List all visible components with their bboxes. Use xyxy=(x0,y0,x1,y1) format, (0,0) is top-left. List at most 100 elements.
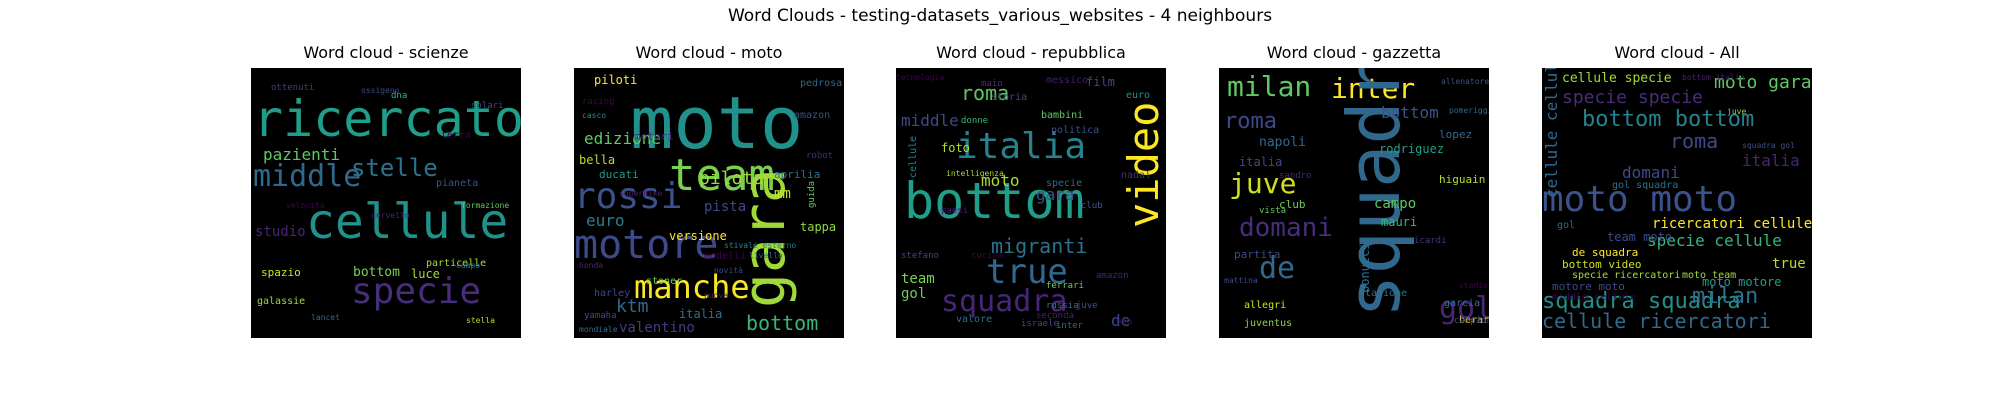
wordcloud-word-valentino: valentino xyxy=(619,320,695,336)
wordcloud-word-stivale-esterno: stivale esterno xyxy=(724,241,796,250)
wordcloud-word-mattina: mattina xyxy=(1224,276,1258,285)
wordcloud-word-euro: euro xyxy=(1126,90,1150,101)
wordcloud-word-gol: gol xyxy=(1439,291,1489,326)
wordcloud-word-solari: solari xyxy=(471,101,504,111)
wordcloud-word-gol-squadra: gol squadra xyxy=(1612,180,1678,191)
wordcloud-word-specie: specie xyxy=(351,271,481,312)
wordcloud-word-partita: partita xyxy=(1234,248,1280,261)
wordcloud-word-pilota: pilota xyxy=(699,168,764,189)
wordcloud-word-garcia: garcia xyxy=(1444,298,1480,309)
wordcloud-word-de: de xyxy=(1259,251,1295,286)
wordcloud-title-moto: Word cloud - moto xyxy=(635,43,783,62)
wordcloud-word-tappa: tappa xyxy=(800,220,836,234)
wordcloud-word-milan: milan xyxy=(1692,284,1758,309)
wordcloud-word-cucina: cucina xyxy=(971,251,1004,261)
wordcloud-word-squadra: squadra xyxy=(941,284,1067,319)
wordcloud-title-repubblica: Word cloud - repubblica xyxy=(936,43,1126,62)
wordcloud-word-bottom-italia: bottom italia xyxy=(1682,73,1745,82)
wordcloud-word-aprilia: aprilia xyxy=(774,168,820,181)
wordcloud-word-de: de xyxy=(1111,311,1130,330)
wordcloud-word-inter: inter xyxy=(1056,321,1084,331)
wordcloud-word-motore-moto: motore moto xyxy=(1552,280,1625,293)
wordcloud-word-velocit: velocità xyxy=(286,201,325,210)
wordcloud-panel-repubblica: bottom italia video true squadra roma migranti… xyxy=(896,68,1166,338)
wordcloud-word-moto-moto: moto moto xyxy=(1542,179,1737,220)
wordcloud-word-storia: storia xyxy=(991,92,1027,103)
wordcloud-word-harley: harley xyxy=(594,288,630,299)
wordcloud-word-moto: moto xyxy=(630,81,803,165)
wordcloud-word-video: video xyxy=(1119,102,1166,228)
wordcloud-word-juve: juve xyxy=(1076,301,1098,311)
wordcloud-word-allenatore: allenatore xyxy=(1441,77,1489,86)
wordcloud-word-modelli: modelli xyxy=(704,251,746,262)
wordcloud-word-middle: middle xyxy=(901,111,959,130)
wordcloud-word-bonucci: bonucci xyxy=(1358,242,1372,293)
wordcloud-word-gol: gol xyxy=(1557,220,1575,231)
wordcloud-word-terra: terra xyxy=(441,130,471,141)
wordcloud-word-squadra-squadra: squadra squadra xyxy=(1542,289,1741,314)
wordcloud-word-specie-specie: specie specie xyxy=(1562,87,1703,108)
wordcloud-word-cellule: cellule xyxy=(306,194,508,250)
wordcloud-word-guida: guida xyxy=(807,181,817,208)
wordcloud-word-valore: valore xyxy=(956,314,992,325)
wordcloud-word-middle: middle xyxy=(253,159,361,194)
wordcloud-word-roma: roma xyxy=(1224,109,1277,134)
wordcloud-word-nadal: nadal xyxy=(1121,170,1151,181)
wordcloud-word-amazon: amazon xyxy=(794,110,830,121)
wordcloud-word-stoner: stoner xyxy=(646,276,682,287)
wordcloud-word-mauri: mauri xyxy=(1381,215,1417,229)
wordcloud-word-higuain: higuain xyxy=(1439,173,1485,186)
wordcloud-word-true: true xyxy=(986,252,1068,292)
wordcloud-word-pista: pista xyxy=(704,199,746,215)
wordcloud-word-domani: domani xyxy=(1622,163,1680,182)
wordcloud-word-specie-ricercatori: specie ricercatori xyxy=(1572,270,1680,281)
wordcloud-word-campo: campo xyxy=(456,261,480,270)
wordcloud-word-euro: euro xyxy=(586,211,625,230)
wordcloud-word-campo: campo xyxy=(1374,196,1416,212)
wordcloud-word-juventus: juventus xyxy=(1244,318,1292,329)
wordcloud-word-spazio: spazio xyxy=(261,266,301,279)
wordcloud-word-politica: politica xyxy=(1051,125,1099,136)
wordcloud-word-galassie: galassie xyxy=(257,296,305,307)
wordcloud-panel-moto: moto team gara rossi motore manche pilota edizi… xyxy=(574,68,844,338)
wordcloud-word-russia: russia xyxy=(1046,301,1079,311)
wordcloud-word-maio: maio xyxy=(981,79,1003,89)
wordcloud-word-berardi: berardi xyxy=(1459,315,1489,326)
wordcloud-word-pomeriggio: pomeriggio xyxy=(1449,106,1489,115)
wordcloud-word-israele: israele xyxy=(1021,319,1059,329)
wordcloud-word-icardi: icardi xyxy=(1414,236,1447,246)
wordcloud-word-campionato: campionato xyxy=(1454,316,1489,326)
wordcloud-word-juve: juve xyxy=(1727,107,1746,116)
wordcloud-word-domani: domani xyxy=(1239,213,1333,243)
wordcloud-word-mm: mm xyxy=(774,186,791,202)
wordcloud-word-team: team xyxy=(669,150,775,201)
wordcloud-word-team: team xyxy=(901,271,935,287)
wordcloud-word-formazione: formazione xyxy=(461,201,509,210)
wordcloud-word-club: club xyxy=(1081,201,1103,211)
wordcloud-word-inter: inter xyxy=(1331,72,1415,105)
wordcloud-word-ossigeno: ossigeno xyxy=(361,86,400,95)
wordcloud-word-edizione: edizione xyxy=(584,129,661,148)
wordcloud-word-stella: stella xyxy=(466,316,495,325)
wordcloud-word-bottom: bottom xyxy=(746,311,818,335)
wordcloud-panel-all: moto moto bottom bottom squadra squadra cel… xyxy=(1542,68,1812,338)
wordcloud-word-versione: versione xyxy=(669,229,727,243)
wordcloud-word-allegri: allegri xyxy=(1244,300,1286,311)
wordcloud-word-mondiale: mondiale xyxy=(579,325,618,334)
wordcloud-word-dna: dna xyxy=(391,91,407,101)
wordcloud-word-lopez: lopez xyxy=(1439,128,1472,141)
wordcloud-word-yamaha: yamaha xyxy=(584,311,617,321)
wordcloud-word-de-squadra: de squadra xyxy=(1572,246,1638,259)
wordcloud-word-italia: italia xyxy=(956,126,1086,167)
wordcloud-word-racing: racing xyxy=(582,97,615,107)
wordcloud-word-messico: messico xyxy=(1046,75,1088,86)
wordcloud-word-gara: gara xyxy=(1036,185,1075,204)
wordcloud-word-particelle: particelle xyxy=(426,258,486,269)
wordcloud-word-luce: luce xyxy=(411,267,440,281)
wordcloud-word-specie-cellule: specie cellule xyxy=(1647,231,1782,250)
wordcloud-word-robot: robot xyxy=(806,151,833,161)
wordcloud-title-scienze: Word cloud - scienze xyxy=(303,43,469,62)
wordcloud-word-ottenuti: ottenuti xyxy=(271,83,314,93)
wordcloud-word-lancet: lancet xyxy=(311,313,340,322)
